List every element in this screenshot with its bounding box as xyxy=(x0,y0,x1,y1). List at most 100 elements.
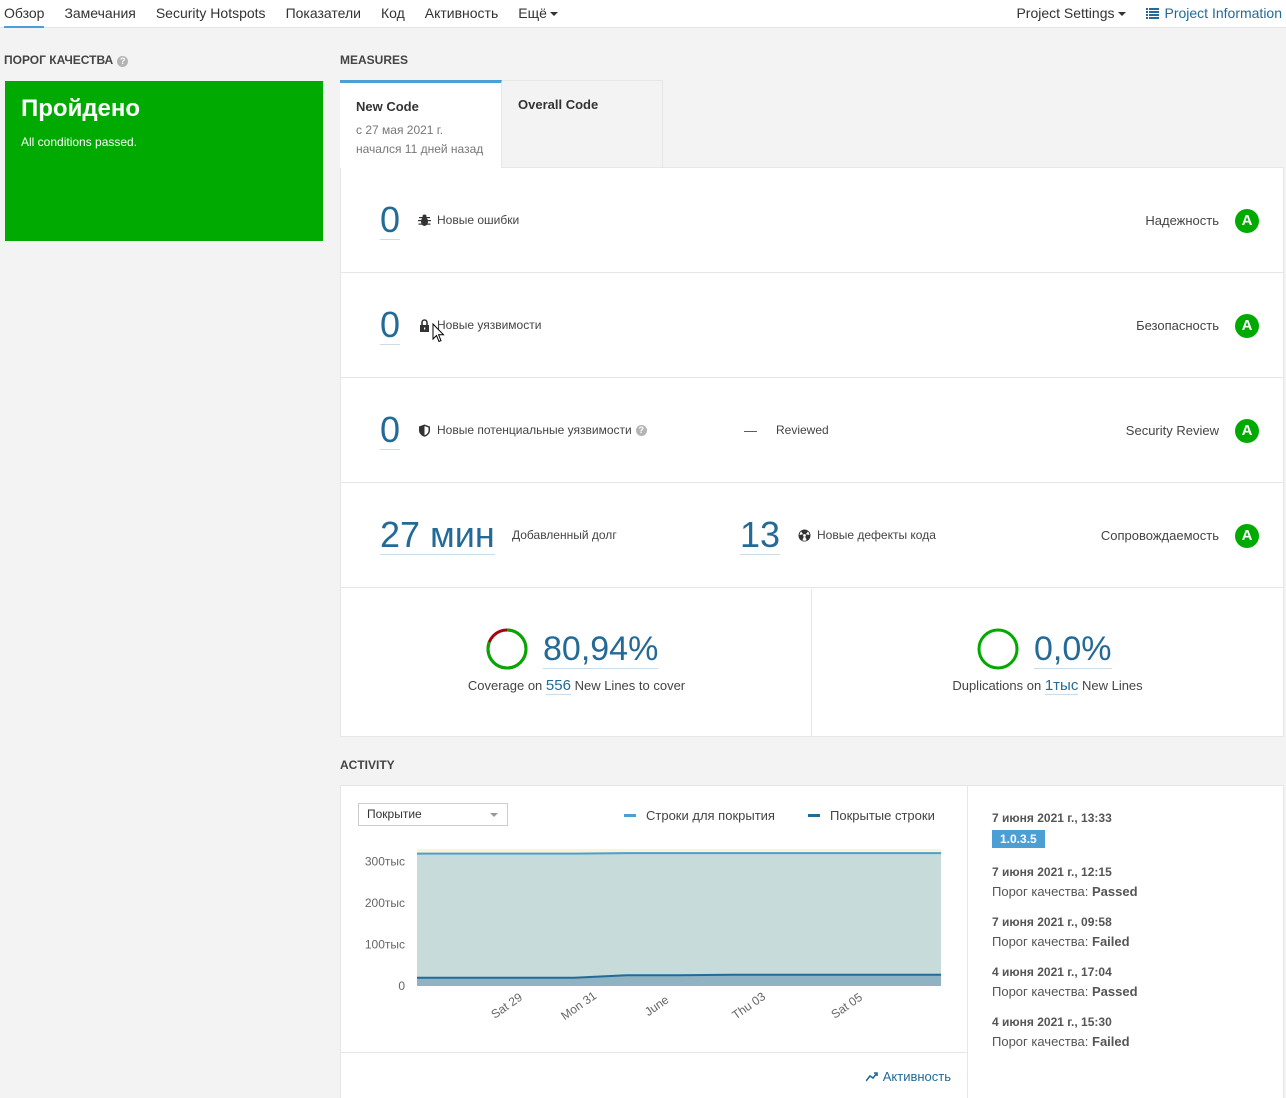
measures-title: Measures xyxy=(340,53,409,67)
new-code-smells-text: Новые дефекты кода xyxy=(817,528,936,542)
legend-swatch xyxy=(808,814,820,817)
new-bugs-label: Новые ошибки xyxy=(418,213,519,227)
duplications-donut-ring xyxy=(977,628,1019,670)
coverage-suffix: New Lines to cover xyxy=(574,678,686,693)
event-quality-gate: Порог качества: Passed xyxy=(992,884,1138,899)
lock-icon xyxy=(420,318,429,332)
coverage-cell: 80,94% Coverage on 556 New Lines to cove… xyxy=(341,589,812,737)
measure-row-reliability: 0 Новые ошибки Надежность A xyxy=(341,168,1283,273)
series-line xyxy=(417,973,941,979)
coverage-value[interactable]: 80,94% xyxy=(543,630,659,669)
shield-icon xyxy=(419,424,430,437)
event-item: 4 июня 2021 г., 17:04 Порог качества: Pa… xyxy=(992,965,1138,999)
event-date: 4 июня 2021 г., 17:04 xyxy=(992,965,1112,979)
chevron-down-icon xyxy=(549,12,558,17)
y-tick-label: 0 xyxy=(398,979,405,993)
chevron-down-icon xyxy=(1117,12,1126,17)
reliability-rating[interactable]: A xyxy=(1235,209,1259,233)
top-navigation: Обзор Замечания Security Hotspots Показа… xyxy=(0,0,1286,28)
help-icon[interactable]: ? xyxy=(635,424,647,436)
legend-label: Строки для покрытия xyxy=(646,808,775,823)
duplications-suffix: New Lines xyxy=(1081,678,1143,693)
graph-type-value: Покрытие xyxy=(367,807,422,821)
nav-right: Project Settings Project Information xyxy=(996,0,1282,28)
new-hotspots-text: Новые потенциальные уязвимости xyxy=(437,423,632,437)
help-icon[interactable]: ? xyxy=(117,56,129,67)
event-quality-gate: Порог качества: Failed xyxy=(992,934,1130,949)
new-code-smells-value[interactable]: 13 xyxy=(740,514,781,555)
tab-overall-code-title: Overall Code xyxy=(518,97,599,112)
measure-row-security: 0 Новые уязвимости Безопасность A xyxy=(341,273,1283,378)
version-badge: 1.0.3.5 xyxy=(992,830,1045,848)
quality-gate-status: Пройдено xyxy=(21,95,141,122)
measure-row-maintainability: 27 мин Добавленный долг 13 Новые дефекты… xyxy=(341,483,1283,588)
coverage-donut xyxy=(486,628,528,670)
x-tick-label: June xyxy=(642,992,672,1019)
new-hotspots-value[interactable]: 0 xyxy=(380,409,401,450)
event-status: Passed xyxy=(1092,984,1138,999)
nav-tab-measures[interactable]: Показатели xyxy=(285,5,361,21)
coverage-donut-covered xyxy=(486,628,528,670)
legend-swatch xyxy=(624,814,636,817)
new-bugs-text: Новые ошибки xyxy=(437,213,520,227)
tab-overall-code[interactable]: Overall Code xyxy=(501,80,663,168)
new-code-smells-label: Новые дефекты кода xyxy=(798,528,936,542)
event-date: 7 июня 2021 г., 13:33 xyxy=(992,811,1112,825)
event-date: 7 июня 2021 г., 12:15 xyxy=(992,865,1112,879)
quality-gate-message: All conditions passed. xyxy=(21,135,138,149)
nav-tab-code[interactable]: Код xyxy=(380,5,405,21)
event-status: Passed xyxy=(1092,884,1138,899)
new-vulnerabilities-value[interactable]: 0 xyxy=(380,304,401,345)
duplications-lines-link[interactable]: 1тыс xyxy=(1044,677,1079,695)
security-rating[interactable]: A xyxy=(1235,314,1259,338)
event-date: 4 июня 2021 г., 15:30 xyxy=(992,1015,1112,1029)
added-debt-value[interactable]: 27 мин xyxy=(380,514,495,555)
maintainability-rating[interactable]: A xyxy=(1235,524,1259,548)
reliability-label: Надежность xyxy=(1145,213,1219,228)
security-review-rating[interactable]: A xyxy=(1235,419,1259,443)
security-label: Безопасность xyxy=(1136,318,1219,333)
maintainability-label: Сопровождаемость xyxy=(1100,528,1219,543)
series-area xyxy=(417,974,941,986)
x-tick-label: Sat 29 xyxy=(488,990,525,1022)
list-icon xyxy=(1145,8,1159,19)
duplications-donut xyxy=(977,628,1019,670)
measures-panel: 0 Новые ошибки Надежность A 0 Новые уязв… xyxy=(340,167,1284,737)
activity-panel: Покрытие Строки для покрытия Покрытые ст… xyxy=(340,785,1284,1098)
activity-divider xyxy=(967,786,968,1098)
new-bugs-value[interactable]: 0 xyxy=(380,199,401,240)
added-debt-label: Добавленный долг xyxy=(512,528,617,542)
nav-tab-security-hotspots[interactable]: Security Hotspots xyxy=(155,5,266,21)
measure-row-security-review: 0 Новые потенциальные уязвимости? — Revi… xyxy=(341,378,1283,483)
nav-tab-more[interactable]: Ещё xyxy=(518,0,558,28)
project-settings-label: Project Settings xyxy=(1016,5,1115,21)
project-settings-button[interactable]: Project Settings xyxy=(1016,0,1126,28)
duplications-value[interactable]: 0,0% xyxy=(1034,630,1112,669)
project-information-label: Project Information xyxy=(1164,5,1283,21)
duplications-subtitle: Duplications on 1тыс New Lines xyxy=(812,677,1283,695)
tab-new-code-line1: с 27 мая 2021 г. xyxy=(356,123,444,137)
nav-tab-overview[interactable]: Обзор xyxy=(4,0,45,28)
coverage-lines-link[interactable]: 556 xyxy=(545,677,571,695)
trend-icon xyxy=(865,1071,878,1081)
x-tick-label: Mon 31 xyxy=(558,988,599,1023)
series-area xyxy=(417,853,941,986)
y-tick-label: 200тыс xyxy=(365,896,405,910)
graph-type-select[interactable]: Покрытие xyxy=(358,803,508,826)
nav-tab-activity[interactable]: Активность xyxy=(424,5,499,21)
tab-new-code[interactable]: New Code с 27 мая 2021 г. начался 11 дне… xyxy=(340,80,502,168)
event-date: 7 июня 2021 г., 09:58 xyxy=(992,915,1112,929)
nav-tab-issues[interactable]: Замечания xyxy=(64,5,136,21)
event-label: Порог качества: xyxy=(992,984,1089,999)
new-vulnerabilities-text: Новые уязвимости xyxy=(437,318,542,332)
coverage-prefix: Coverage on xyxy=(467,678,543,693)
new-hotspots-label: Новые потенциальные уязвимости? xyxy=(418,423,647,437)
y-tick-label: 100тыс xyxy=(365,937,405,951)
project-information-button[interactable]: Project Information xyxy=(1145,0,1283,28)
activity-link[interactable]: Активность xyxy=(865,1069,951,1084)
event-item: 7 июня 2021 г., 12:15 Порог качества: Pa… xyxy=(992,865,1138,899)
mouse-cursor-icon xyxy=(432,323,445,343)
tab-new-code-period: с 27 мая 2021 г. начался 11 дней назад xyxy=(356,121,485,159)
legend-covered-lines: Покрытые строки xyxy=(808,808,935,823)
